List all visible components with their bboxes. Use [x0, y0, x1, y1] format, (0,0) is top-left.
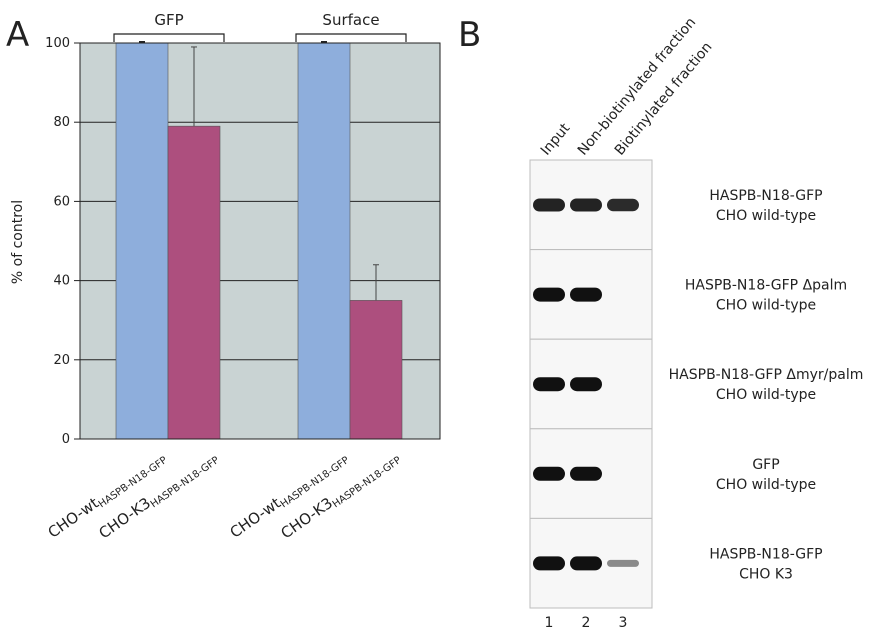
blot-row: HASPB-N18-GFP CHO K3 — [529, 517, 823, 609]
lane-number-2: 2 — [582, 615, 591, 631]
bars — [115, 42, 403, 440]
band-lane-2 — [570, 556, 602, 571]
y-axis-label: % of control — [10, 200, 26, 284]
band-lane-3 — [607, 198, 639, 212]
blot-row: GFP CHO wild-type — [529, 428, 816, 519]
lane-number-3: 3 — [619, 615, 628, 631]
row-label-construct: HASPB-N18-GFP — [709, 188, 822, 204]
band-lane-2 — [570, 198, 602, 212]
category-labels: CHO-wtHASPB-N18-GFPCHO-K3HASPB-N18-GFPCH… — [45, 455, 404, 543]
lane-number-1: 1 — [545, 615, 554, 631]
group-brackets: GFP Surface — [113, 11, 407, 42]
lane-numbers: 1 2 3 — [545, 615, 628, 631]
panel-a-letter: A — [6, 15, 29, 55]
y-tick-label: 40 — [53, 274, 70, 289]
group-bracket — [113, 33, 225, 42]
panel-b-letter: B — [458, 15, 481, 55]
band-lane-2 — [570, 287, 602, 302]
group-label-surface: Surface — [322, 11, 379, 29]
lane-header-1: Input — [538, 120, 574, 158]
blot-row: HASPB-N18-GFP Δmyr/palm CHO wild-type — [529, 338, 864, 430]
bar-surface-cho-k3 — [349, 300, 403, 440]
bar-chart: 0 20 40 60 80 100 GFP Surface CHO-wtHASPB-N18-… — [10, 11, 441, 543]
row-label-construct: HASPB-N18-GFP — [709, 546, 822, 562]
row-label-cell-line: CHO K3 — [739, 566, 793, 582]
band-lane-1 — [533, 287, 565, 302]
y-tick-label: 60 — [53, 194, 70, 209]
row-label-cell-line: CHO wild-type — [716, 477, 816, 493]
band-lane-1 — [533, 377, 565, 392]
band-lane-2 — [570, 377, 602, 392]
band-lane-1 — [533, 198, 565, 212]
group-label-gfp: GFP — [154, 11, 183, 29]
row-label-construct: HASPB-N18-GFP Δmyr/palm — [669, 367, 864, 383]
band-lane-3 — [607, 559, 639, 567]
blot-row: HASPB-N18-GFP CHO wild-type — [529, 159, 823, 251]
band-lane-1 — [533, 466, 565, 481]
blot-row: HASPB-N18-GFP Δpalm CHO wild-type — [529, 249, 847, 340]
row-label-construct: GFP — [752, 457, 779, 473]
plot-frame — [79, 42, 441, 440]
y-axis-ticks: 0 20 40 60 80 100 — [45, 36, 80, 447]
lane-headers: Input Non-biotinylated fractionBiotinylat… — [538, 15, 716, 159]
row-label-cell-line: CHO wild-type — [716, 387, 816, 403]
row-label-cell-line: CHO wild-type — [716, 208, 816, 224]
bar-surface-cho-wt — [297, 42, 351, 440]
group-bracket — [295, 33, 407, 42]
y-tick-label: 100 — [45, 36, 70, 51]
error-bars — [139, 41, 379, 301]
y-tick-label: 80 — [53, 115, 70, 130]
bar-gfp-cho-k3 — [167, 125, 221, 440]
y-tick-label: 0 — [62, 432, 70, 447]
band-lane-1 — [533, 556, 565, 571]
band-lane-2 — [570, 466, 602, 481]
bar-gfp-cho-wt — [115, 42, 169, 440]
y-tick-label: 20 — [53, 353, 70, 368]
western-blot: Input Non-biotinylated fractionBiotinylat… — [529, 15, 864, 631]
row-label-cell-line: CHO wild-type — [716, 298, 816, 314]
row-label-construct: HASPB-N18-GFP Δpalm — [685, 278, 847, 294]
